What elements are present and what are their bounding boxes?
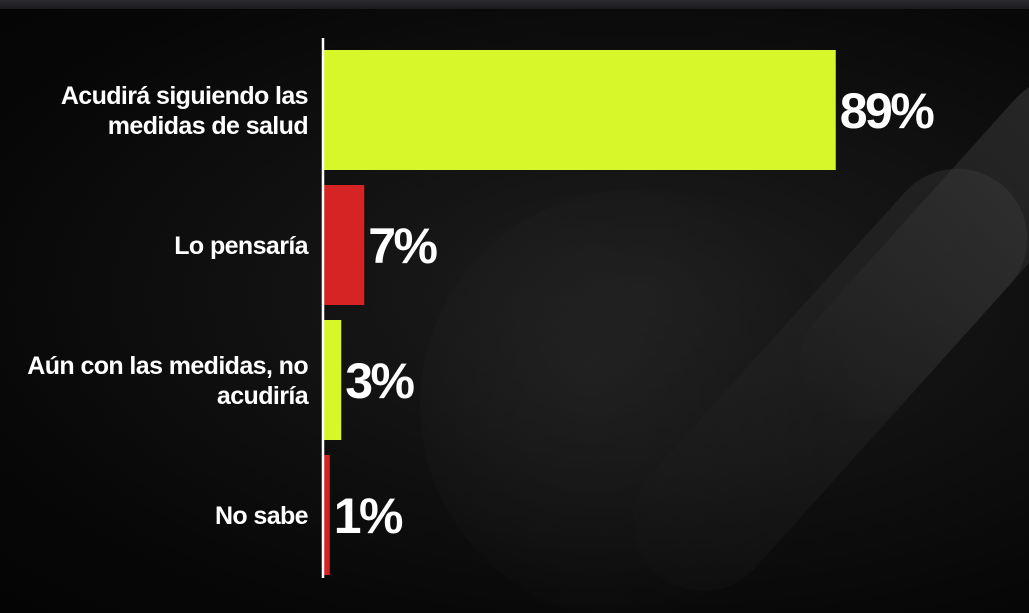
category-label: Aún con las medidas, no acudiría (27, 352, 309, 410)
value-label: 89% (840, 83, 935, 139)
category-label: Acudirá siguiendo las medidas de salud (61, 82, 308, 140)
bar (324, 320, 342, 440)
category-label: No sabe (215, 502, 309, 530)
bar (324, 50, 836, 170)
bar (324, 455, 330, 575)
category-label-line: Lo pensaría (174, 232, 309, 260)
category-label-line: medidas de salud (108, 112, 308, 140)
category-label-line: No sabe (215, 502, 309, 530)
value-label: 3% (345, 353, 414, 409)
value-label: 7% (368, 218, 437, 274)
window-top-bar (0, 0, 1029, 9)
category-label-line: acudiría (217, 382, 310, 410)
category-label: Lo pensaría (174, 232, 309, 260)
category-label-line: Acudirá siguiendo las (61, 82, 308, 110)
labels-group: 89% Acudirá siguiendo las medidas de salud… (27, 82, 937, 544)
category-label-line: Aún con las medidas, no (27, 352, 308, 380)
bars-group (324, 50, 836, 575)
bar (324, 185, 365, 305)
value-label: 1% (334, 488, 403, 544)
